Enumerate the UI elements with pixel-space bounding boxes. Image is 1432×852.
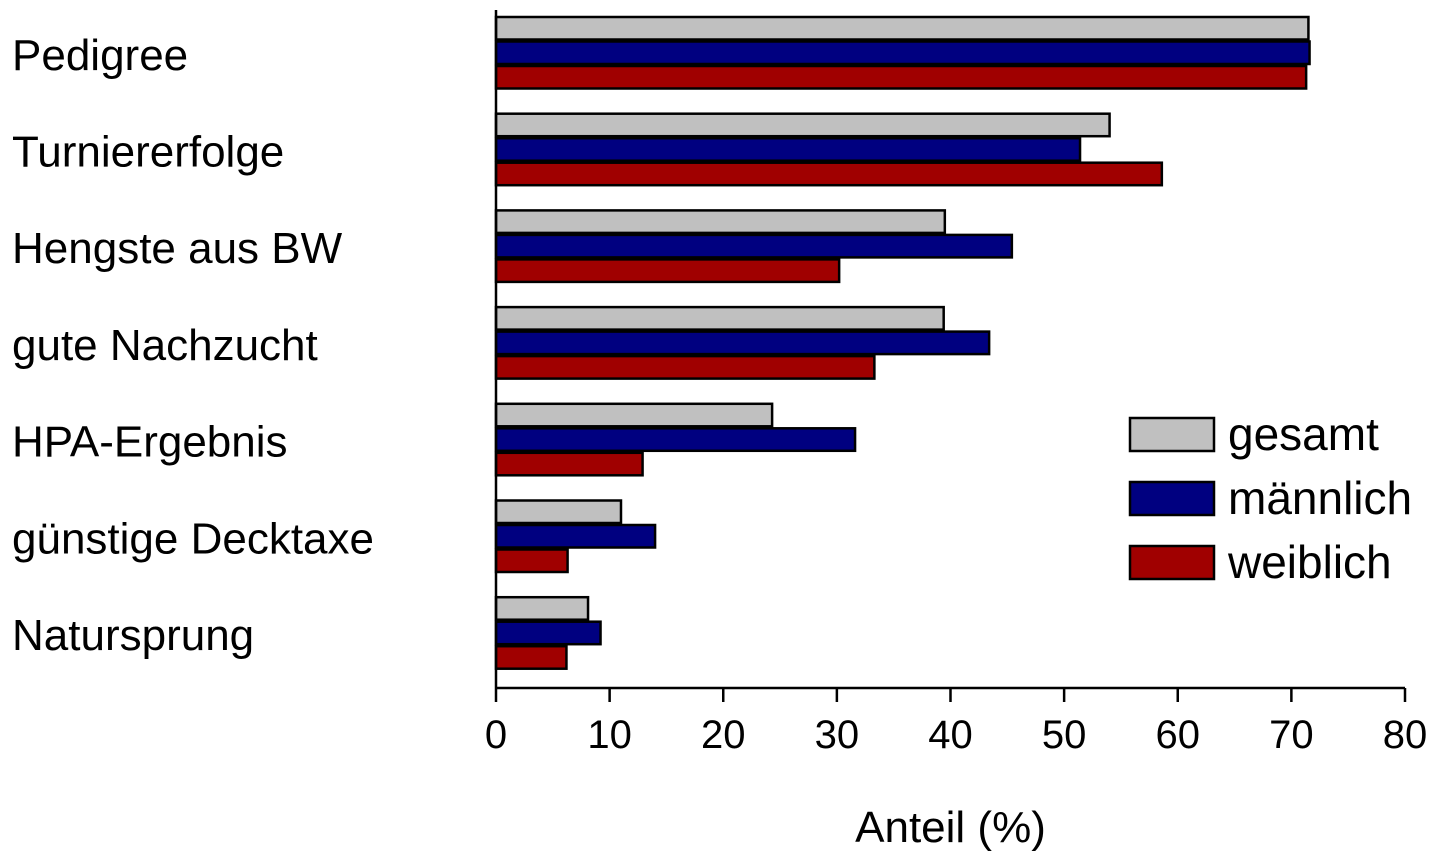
x-tick-label: 40 (928, 713, 973, 757)
bar-männlich-2 (494, 233, 1014, 259)
category-label: Natursprung (12, 611, 254, 660)
bar-gesamt-1 (494, 112, 1111, 138)
x-tick-label: 30 (815, 713, 860, 757)
legend-label: gesamt (1228, 408, 1379, 460)
bar-gesamt-0 (494, 15, 1310, 41)
bar-gesamt-6 (494, 595, 590, 621)
x-tick-label: 20 (701, 713, 746, 757)
bar-weiblich-4 (494, 451, 644, 477)
x-tick-label: 60 (1156, 713, 1201, 757)
x-tick-label: 10 (587, 713, 632, 757)
category-label: HPA-Ergebnis (12, 418, 288, 467)
bar-gesamt-3 (494, 305, 945, 331)
bar-männlich-6 (494, 620, 602, 646)
bar-männlich-1 (494, 136, 1082, 162)
bar-gesamt-4 (494, 402, 774, 428)
x-tick-label: 50 (1042, 713, 1087, 757)
bar-gesamt-5 (494, 499, 623, 525)
category-labels: Pedigree Turniererfolge Hengste aus BW gute… (12, 31, 374, 660)
category-label: Turniererfolge (12, 127, 284, 176)
bar-weiblich-1 (494, 161, 1164, 187)
x-tick-label: 70 (1269, 713, 1314, 757)
bar-gesamt-2 (494, 209, 947, 235)
x-tick-label: 80 (1383, 713, 1428, 757)
x-tick-label: 0 (485, 713, 507, 757)
bar-männlich-4 (494, 427, 857, 453)
legend-swatch-2 (1128, 544, 1216, 581)
x-axis-title: Anteil (%) (855, 803, 1046, 852)
legend-label: männlich (1228, 472, 1412, 524)
category-label: Hengste aus BW (12, 224, 343, 273)
bar-weiblich-0 (494, 64, 1308, 90)
legend-swatch-0 (1128, 416, 1216, 453)
bar-weiblich-6 (494, 644, 568, 670)
bar-männlich-3 (494, 330, 991, 356)
legend: gesamt männlich weiblich (1128, 408, 1412, 588)
category-label: gute Nachzucht (12, 321, 318, 370)
bar-männlich-0 (494, 40, 1311, 66)
bar-weiblich-5 (494, 548, 569, 574)
bar-weiblich-3 (494, 354, 876, 380)
x-axis-ticks: 0 10 20 30 40 50 60 70 80 (485, 688, 1427, 757)
category-label: Pedigree (12, 31, 188, 80)
bar-männlich-5 (494, 523, 657, 549)
legend-label: weiblich (1227, 536, 1392, 588)
category-label: günstige Decktaxe (12, 514, 374, 563)
bar-weiblich-2 (494, 258, 841, 284)
legend-swatch-1 (1128, 480, 1216, 517)
